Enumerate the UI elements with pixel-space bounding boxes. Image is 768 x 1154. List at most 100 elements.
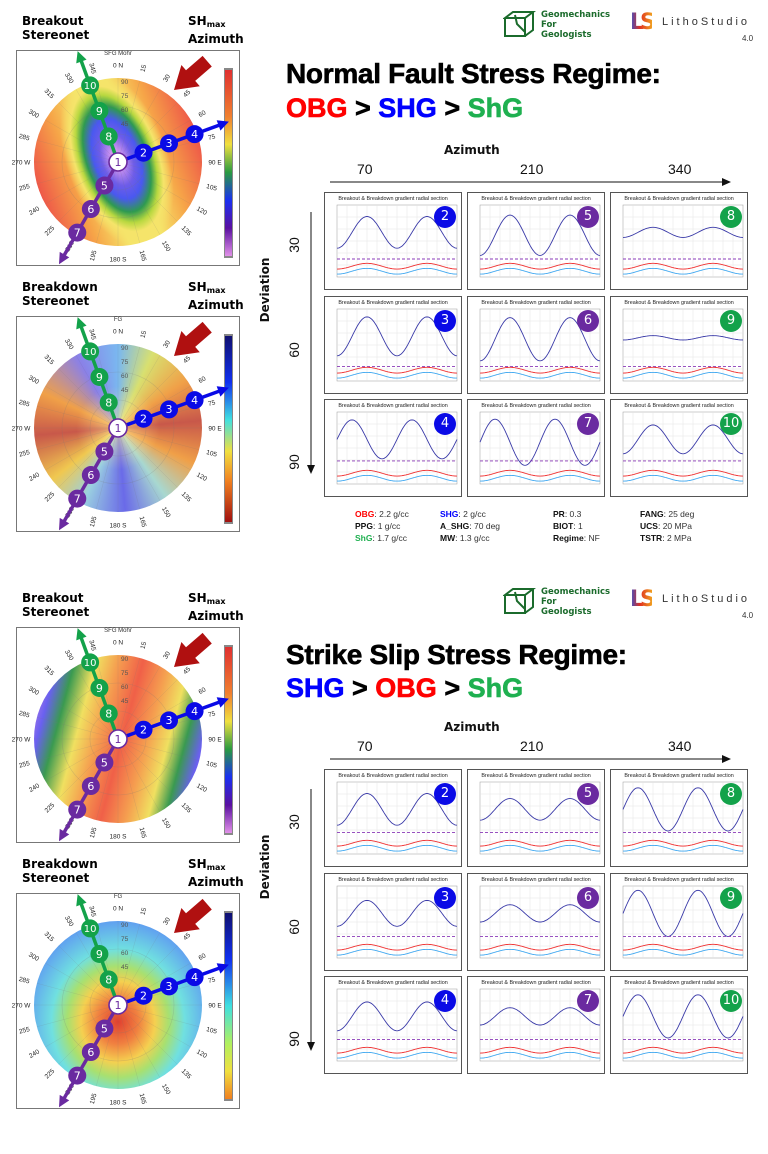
breakout-gradient-curve [623, 226, 743, 238]
deviation-axis-label: Deviation [258, 834, 272, 900]
shmax-azimuth-label: SHmax Azimuth [188, 591, 244, 623]
parameter-legend-column: OBG: 2.2 g/cc PPG: 1 g/cc ShG: 1.7 g/cc [355, 508, 409, 544]
pore-gradient-curve [480, 844, 600, 852]
radial-section-chart[interactable]: Breakout & Breakdown gradient radial sec… [467, 296, 605, 394]
trajectory-badge: 3 [434, 887, 456, 909]
colorbar [224, 645, 233, 835]
stereonet-color-map [34, 921, 202, 1089]
legend-value: 0.3 [569, 509, 582, 519]
radial-section-chart[interactable]: Breakout & Breakdown gradient radial sec… [610, 192, 748, 290]
radial-section-chart[interactable]: Breakout & Breakdown gradient radial sec… [467, 976, 605, 1074]
stress-order-term: SHG [286, 673, 345, 704]
legend-value: 2.2 g/cc [379, 509, 409, 519]
geomechanics-for-geologists-logo: Geomechanics For Geologists [503, 585, 610, 621]
breakout-gradient-curve [622, 335, 744, 341]
breakdown-gradient-curve [337, 262, 457, 270]
breakout-stereonet-label: Breakout Stereonet [22, 14, 89, 42]
deviation-row-label: 30 [285, 814, 302, 830]
radial-section-chart[interactable]: Breakout & Breakdown gradient radial sec… [324, 976, 462, 1074]
radial-section-chart[interactable]: Breakout & Breakdown gradient radial sec… [324, 873, 462, 971]
radial-section-chart[interactable]: Breakout & Breakdown gradient radial sec… [610, 873, 748, 971]
legend-separator: : [657, 521, 663, 531]
breakout-gradient-curve [336, 419, 458, 460]
logo-line: Geologists [541, 30, 592, 40]
breakout-gradient-curve [480, 904, 600, 923]
stress-order: OBG > SHG > ShG [286, 93, 524, 124]
legend-item: PPG: 1 g/cc [355, 520, 409, 532]
stereonet-plot-title: FG [113, 317, 123, 323]
stereonet-color-map [34, 655, 202, 823]
mini-chart-title: Breakout & Breakdown gradient radial sec… [481, 877, 590, 883]
radial-section-chart[interactable]: Breakout & Breakdown gradient radial sec… [610, 976, 748, 1074]
pore-gradient-curve [480, 371, 600, 379]
breakdown-gradient-curve [337, 839, 457, 847]
label-line: Breakout [22, 591, 84, 605]
legend-item: MW: 1.3 g/cc [440, 532, 500, 544]
breakdown-gradient-curve [337, 943, 457, 951]
breakout-stereonet-label: Breakout Stereonet [22, 591, 89, 619]
mini-chart-title: Breakout & Breakdown gradient radial sec… [481, 773, 590, 779]
legend-value: 25 deg [668, 509, 695, 519]
azimuth-column-label: 210 [520, 161, 544, 177]
breakdown-gradient-curve [480, 262, 600, 270]
azimuth-column-label: 70 [357, 161, 373, 177]
ls-mark-icon: LS [630, 10, 656, 35]
mini-chart-title: Breakout & Breakdown gradient radial sec… [624, 196, 733, 202]
logo-line: Geologists [541, 607, 592, 617]
radial-section-chart[interactable]: Breakout & Breakdown gradient radial sec… [610, 399, 748, 497]
legend-key: A_SHG [440, 521, 470, 531]
mini-chart-title: Breakout & Breakdown gradient radial sec… [338, 196, 447, 202]
geomechanics-logo-text: Geomechanics For Geologists [541, 10, 610, 40]
shmax-label: SHmax [188, 857, 244, 875]
logo-line: Geomechanics [541, 587, 611, 597]
azimuth-arrowhead [722, 755, 731, 763]
mini-chart-title: Breakout & Breakdown gradient radial sec… [624, 980, 733, 986]
pore-gradient-curve [623, 948, 743, 956]
radial-section-chart[interactable]: Breakout & Breakdown gradient radial sec… [610, 296, 748, 394]
lithostudio-logo: LS LithoStudio 4.0 [630, 587, 760, 623]
stress-order-term: OBG [375, 673, 437, 704]
radial-section-chart[interactable]: Breakout & Breakdown gradient radial sec… [467, 873, 605, 971]
trajectory-badge: 8 [720, 206, 742, 228]
stress-order-term: ShG [467, 93, 524, 124]
label-line: Breakout [22, 14, 84, 28]
legend-item: SHG: 2 g/cc [440, 508, 500, 520]
legend-value: NF [588, 533, 600, 543]
parameter-legend-column: FANG: 25 deg UCS: 20 MPa TSTR: 2 MPa [640, 508, 694, 544]
strike-slip-panel: Geomechanics For Geologists LS LithoStudio 4.… [0, 577, 768, 1154]
legend-key: FANG [640, 509, 664, 519]
trajectory-badge: 5 [577, 783, 599, 805]
radial-section-chart[interactable]: Breakout & Breakdown gradient radial sec… [324, 769, 462, 867]
trajectory-badge: 6 [577, 887, 599, 909]
shmax-sub: max [206, 863, 226, 872]
mini-chart-svg: Breakout & Breakdown gradient radial sec… [336, 877, 458, 959]
breakdown-gradient-curve [337, 366, 457, 374]
legend-separator: : [374, 509, 380, 519]
pore-gradient-curve [623, 474, 743, 482]
legend-key: MW [440, 533, 456, 543]
shmax-azimuth-label: SHmax Azimuth [188, 14, 244, 46]
deviation-row-label: 90 [285, 454, 302, 470]
shmax-azimuth-word: Azimuth [188, 298, 244, 312]
radial-section-chart[interactable]: Breakout & Breakdown gradient radial sec… [324, 192, 462, 290]
normal-fault-panel: Geomechanics For Geologists LS LithoStudio 4.… [10, 10, 753, 544]
radial-section-chart[interactable]: Breakout & Breakdown gradient radial sec… [324, 399, 462, 497]
stress-order-term: > [347, 93, 379, 124]
trajectory-badge: 7 [577, 990, 599, 1012]
radial-section-chart[interactable]: Breakout & Breakdown gradient radial sec… [324, 296, 462, 394]
cube-logo-icon [503, 11, 536, 37]
cube-logo-icon [503, 588, 536, 614]
trajectory-badge: 4 [434, 413, 456, 435]
stereonet-color-map [34, 344, 202, 512]
lithostudio-name: LithoStudio [662, 16, 751, 28]
radial-section-chart[interactable]: Breakout & Breakdown gradient radial sec… [467, 192, 605, 290]
radial-section-chart[interactable]: Breakout & Breakdown gradient radial sec… [467, 769, 605, 867]
radial-section-chart[interactable]: Breakout & Breakdown gradient radial sec… [467, 399, 605, 497]
radial-section-chart[interactable]: Breakout & Breakdown gradient radial sec… [610, 769, 748, 867]
legend-value: 1.3 g/cc [459, 533, 490, 543]
breakdown-gradient-curve [623, 943, 743, 951]
mini-chart-svg: Breakout & Breakdown gradient radial sec… [479, 773, 601, 855]
mini-chart-svg: Breakout & Breakdown gradient radial sec… [336, 300, 458, 382]
trajectory-badge: 2 [434, 783, 456, 805]
breakdown-gradient-curve [480, 839, 600, 847]
